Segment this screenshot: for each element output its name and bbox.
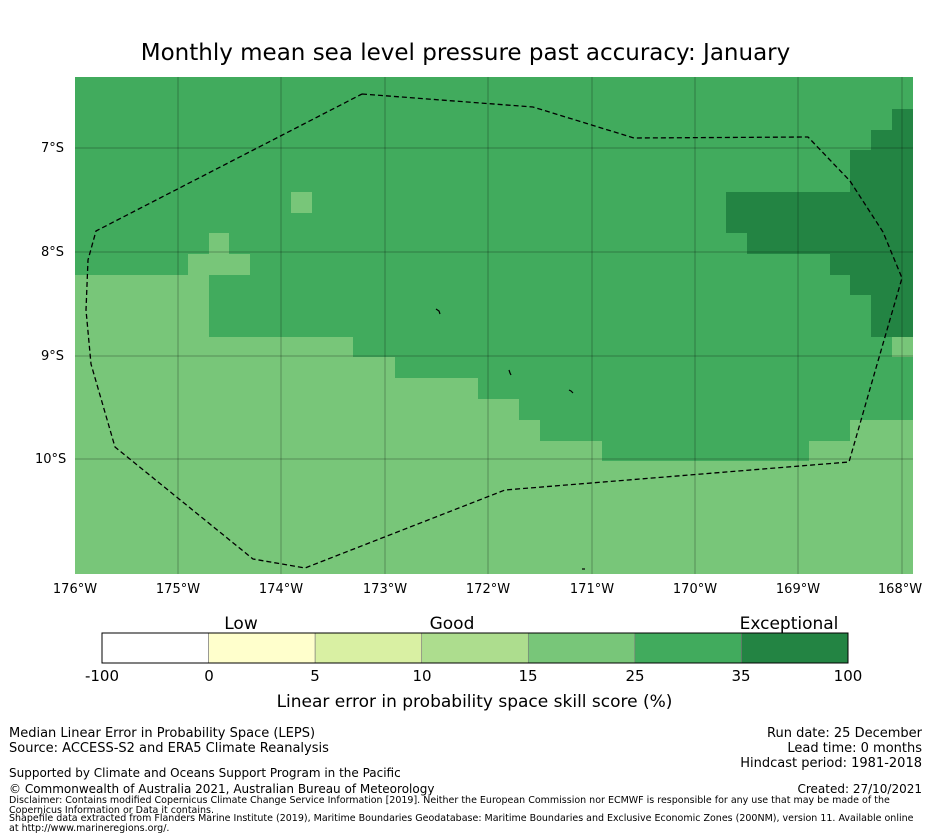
colorbar-frame xyxy=(101,632,849,664)
colorbar-segment xyxy=(527,632,636,664)
lon-label: 175°W xyxy=(155,582,201,597)
lon-label: 168°W xyxy=(877,582,923,597)
colorbar xyxy=(101,632,849,664)
lon-label: 171°W xyxy=(569,582,615,597)
lon-label: 176°W xyxy=(52,582,98,597)
map-region-skill-15-25 xyxy=(75,254,913,574)
colorbar-segment xyxy=(634,632,742,664)
lon-label: 173°W xyxy=(362,582,408,597)
lon-label: 170°W xyxy=(672,582,718,597)
island-shape xyxy=(568,389,574,394)
map-patch-skill-15-25 xyxy=(291,192,312,213)
colorbar-axis-label: Linear error in probability space skill … xyxy=(276,692,673,712)
footer-shapefile: Shapefile data extracted from Flanders M… xyxy=(9,813,914,834)
lon-label: 172°W xyxy=(465,582,511,597)
chart-title: Monthly mean sea level pressure past acc… xyxy=(140,40,791,66)
footer-hindcast: Hindcast period: 1981-2018 xyxy=(740,756,922,771)
footer-run-date: Run date: 25 December xyxy=(767,726,922,741)
map-region-skill-35-100 xyxy=(726,109,913,337)
colorbar-segment xyxy=(101,632,209,664)
colorbar-tick-label: 15 xyxy=(518,667,538,685)
colorbar-segment xyxy=(314,632,423,664)
footer-supported: Supported by Climate and Oceans Support … xyxy=(9,766,401,780)
lat-label: 8°S xyxy=(41,245,65,260)
footer-source: Source: ACCESS-S2 and ERA5 Climate Reana… xyxy=(9,741,329,756)
lon-label: 169°W xyxy=(775,582,821,597)
colorbar-tick-label: 10 xyxy=(412,667,432,685)
colorbar-tick-label: -100 xyxy=(84,667,120,685)
map-patch-skill-15-25 xyxy=(892,337,913,357)
colorbar-category-label: Good xyxy=(429,614,475,634)
skill-map xyxy=(75,77,913,664)
colorbar-segment xyxy=(741,632,849,664)
footer-lead-time: Lead time: 0 months xyxy=(787,741,922,756)
footer-copyright: © Commonwealth of Australia 2021, Austra… xyxy=(9,782,435,796)
lat-label: 9°S xyxy=(41,349,65,364)
lon-label: 174°W xyxy=(258,582,304,597)
footer-created: Created: 27/10/2021 xyxy=(797,782,922,796)
lat-label: 10°S xyxy=(35,452,67,467)
colorbar-category-label: Exceptional xyxy=(739,614,839,634)
colorbar-category-label: Low xyxy=(224,614,258,634)
colorbar-tick-label: 35 xyxy=(731,667,751,685)
island-shape xyxy=(508,369,512,376)
island-shape xyxy=(435,308,441,315)
footer-disclaimer: Disclaimer: Contains modified Copernicus… xyxy=(9,795,890,816)
colorbar-segment xyxy=(421,632,529,664)
colorbar-tick-label: 0 xyxy=(204,667,214,685)
map-gridlines xyxy=(75,77,913,574)
map-patch-skill-15-25 xyxy=(209,233,229,254)
eez-boundary-line xyxy=(85,93,903,569)
colorbar-tick-label: 100 xyxy=(833,667,863,685)
colorbar-segment xyxy=(208,632,316,664)
colorbar-tick-label: 5 xyxy=(310,667,320,685)
lat-label: 7°S xyxy=(41,141,65,156)
colorbar-tick-label: 25 xyxy=(625,667,645,685)
footer-method: Median Linear Error in Probability Space… xyxy=(9,726,316,741)
